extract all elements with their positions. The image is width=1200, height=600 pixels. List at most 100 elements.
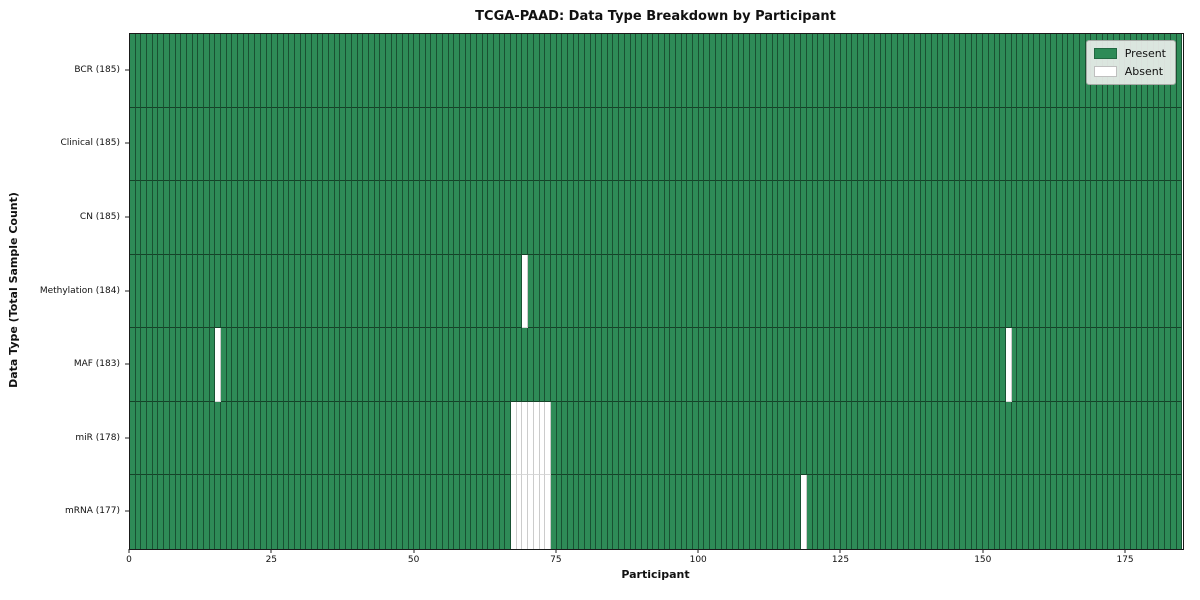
heatmap-cell	[1028, 328, 1035, 402]
heatmap-cell	[1108, 107, 1114, 182]
heatmap-cell	[676, 181, 682, 255]
heatmap-cell	[1170, 401, 1177, 476]
heatmap-cell	[368, 401, 375, 476]
heatmap-cell	[840, 475, 847, 550]
heatmap-cell	[943, 254, 949, 329]
heatmap-cell	[812, 107, 819, 182]
heatmap-cell	[1108, 254, 1114, 329]
heatmap-cell	[221, 34, 227, 108]
heatmap-cell	[914, 401, 921, 476]
heatmap-cell	[670, 107, 676, 182]
heatmap-cell	[977, 107, 984, 182]
heatmap-cell	[755, 107, 762, 182]
heatmap-cell	[403, 254, 409, 329]
heatmap-cell	[169, 328, 176, 402]
heatmap-cell	[340, 401, 347, 476]
heatmap-cell	[835, 181, 841, 255]
heatmap-cell	[420, 401, 426, 476]
heatmap-cell	[573, 254, 580, 329]
heatmap-cell	[1119, 181, 1126, 255]
y-tick-mark	[125, 69, 129, 71]
heatmap-cell	[357, 328, 364, 402]
heatmap-cell	[556, 107, 563, 182]
heatmap-cell	[863, 181, 870, 255]
heatmap-cell	[260, 475, 267, 550]
heatmap-cell	[863, 107, 870, 182]
heatmap-cell	[215, 328, 221, 402]
heatmap-cell	[1034, 34, 1040, 108]
heatmap-cell	[875, 254, 881, 329]
x-tick-mark	[839, 549, 841, 553]
heatmap-cell	[141, 107, 148, 182]
heatmap-cell	[1085, 328, 1092, 402]
heatmap-cell	[835, 328, 841, 402]
heatmap-cell	[539, 401, 546, 476]
heatmap-cell	[340, 254, 347, 329]
heatmap-cell	[1159, 328, 1166, 402]
heatmap-cell	[920, 107, 927, 182]
heatmap-cell	[556, 254, 563, 329]
heatmap-cell	[164, 34, 170, 108]
heatmap-cell	[516, 34, 523, 108]
heatmap-cell	[323, 475, 330, 550]
heatmap-cell	[1051, 34, 1058, 108]
heatmap-cell	[198, 34, 204, 108]
heatmap-cell	[545, 181, 551, 255]
heatmap-cell	[1125, 254, 1131, 329]
heatmap-cell	[772, 181, 779, 255]
heatmap-cell	[710, 401, 716, 476]
x-tick-label: 25	[265, 555, 278, 565]
heatmap-cell	[522, 401, 529, 476]
heatmap-cell	[306, 328, 312, 402]
heatmap-cell	[567, 254, 574, 329]
heatmap-cell	[749, 254, 756, 329]
heatmap-cell	[721, 328, 728, 402]
heatmap-cell	[852, 401, 858, 476]
heatmap-cell	[647, 254, 654, 329]
heatmap-cell	[1011, 328, 1018, 402]
heatmap-cell	[465, 181, 472, 255]
heatmap-cell	[863, 401, 870, 476]
heatmap-cell	[243, 107, 250, 182]
heatmap-cell	[812, 328, 819, 402]
heatmap-cell	[511, 254, 517, 329]
heatmap-cell	[607, 328, 614, 402]
heatmap-cell	[255, 401, 261, 476]
heatmap-cell	[408, 34, 415, 108]
heatmap-cell	[994, 328, 1001, 402]
heatmap-cell	[1096, 181, 1103, 255]
heatmap-cell	[158, 107, 165, 182]
heatmap-cell	[1068, 328, 1075, 402]
heatmap-cell	[727, 475, 733, 550]
heatmap-cell	[966, 475, 972, 550]
heatmap-cell	[357, 475, 364, 550]
heatmap-cell	[482, 401, 489, 476]
heatmap-cell	[528, 328, 534, 402]
heatmap-cell	[624, 475, 631, 550]
heatmap-cell	[425, 107, 432, 182]
heatmap-cell	[232, 181, 239, 255]
heatmap-cell	[818, 254, 824, 329]
heatmap-cell	[289, 254, 295, 329]
heatmap-cell	[1170, 181, 1177, 255]
heatmap-cell	[249, 107, 256, 182]
heatmap-cell	[243, 401, 250, 476]
heatmap-cell	[840, 181, 847, 255]
heatmap-cell	[238, 181, 244, 255]
heatmap-cell	[744, 34, 750, 108]
heatmap-cell	[977, 401, 984, 476]
heatmap-cell	[732, 254, 739, 329]
heatmap-cell	[277, 328, 284, 402]
heatmap-cell	[920, 328, 927, 402]
heatmap-cell	[670, 181, 676, 255]
heatmap-cell	[533, 328, 540, 402]
heatmap-cell	[1028, 254, 1035, 329]
heatmap-cell	[408, 107, 415, 182]
heatmap-cell	[1085, 107, 1092, 182]
heatmap-cell	[749, 475, 756, 550]
y-tick-label: mRNA (177)	[65, 506, 120, 517]
heatmap-cell	[596, 254, 603, 329]
heatmap-cell	[334, 107, 341, 182]
heatmap-cell	[1113, 107, 1120, 182]
heatmap-cell	[971, 401, 978, 476]
